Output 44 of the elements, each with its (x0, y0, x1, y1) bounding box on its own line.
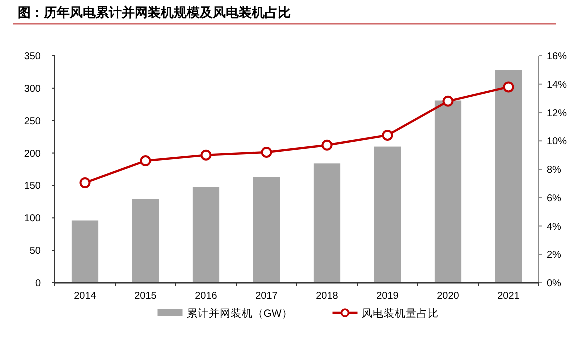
y-tick-label: 0 (35, 278, 42, 290)
point (261, 146, 272, 158)
point (442, 96, 454, 107)
x-tick-label: 2014 (74, 291, 97, 302)
y2-tick-label: 16% (547, 52, 568, 62)
x-tick-label: 2015 (134, 291, 158, 302)
bar (434, 100, 462, 283)
y-tick-label: 350 (24, 52, 42, 62)
y2-tick-label: 14% (547, 80, 568, 91)
legend-label: 风电装机量占比 (362, 307, 439, 320)
bar (132, 199, 160, 283)
y2-tick-label: 12% (547, 108, 568, 120)
point (322, 140, 333, 151)
bar (374, 146, 402, 283)
y-tick-label: 50 (30, 246, 42, 258)
y2-tick-label: 6% (547, 193, 562, 204)
point (140, 155, 152, 166)
y-tick-label: 250 (24, 116, 42, 128)
point (382, 130, 394, 141)
bar (495, 70, 522, 283)
legend-label: 累计并网装机（GW） (186, 307, 293, 320)
point (503, 82, 514, 93)
x-tick-label: 2021 (498, 291, 520, 302)
point (200, 150, 212, 161)
y2-tick-label: 4% (547, 222, 562, 233)
bar (192, 187, 220, 283)
x-tick-label: 2016 (195, 291, 218, 302)
x-tick-label: 2017 (256, 291, 278, 302)
x-tick-label: 2019 (376, 291, 400, 302)
bar (253, 177, 280, 283)
y2-tick-label: 10% (547, 136, 568, 148)
x-tick-label: 2018 (316, 291, 339, 302)
y-tick-label: 100 (24, 214, 42, 225)
bar (314, 164, 341, 283)
x-tick-label: 2020 (437, 291, 460, 302)
chart-title: 图：历年风电累计并网装机规模及风电装机占比 (18, 5, 291, 20)
point (80, 177, 91, 188)
bar (72, 220, 99, 283)
y2-tick-label: 8% (547, 165, 562, 176)
y2-tick-label: 0% (547, 278, 562, 290)
y2-tick-label: 2% (547, 250, 562, 262)
y-tick-label: 300 (24, 84, 42, 95)
y-tick-label: 150 (24, 181, 42, 192)
y-tick-label: 200 (24, 148, 42, 160)
